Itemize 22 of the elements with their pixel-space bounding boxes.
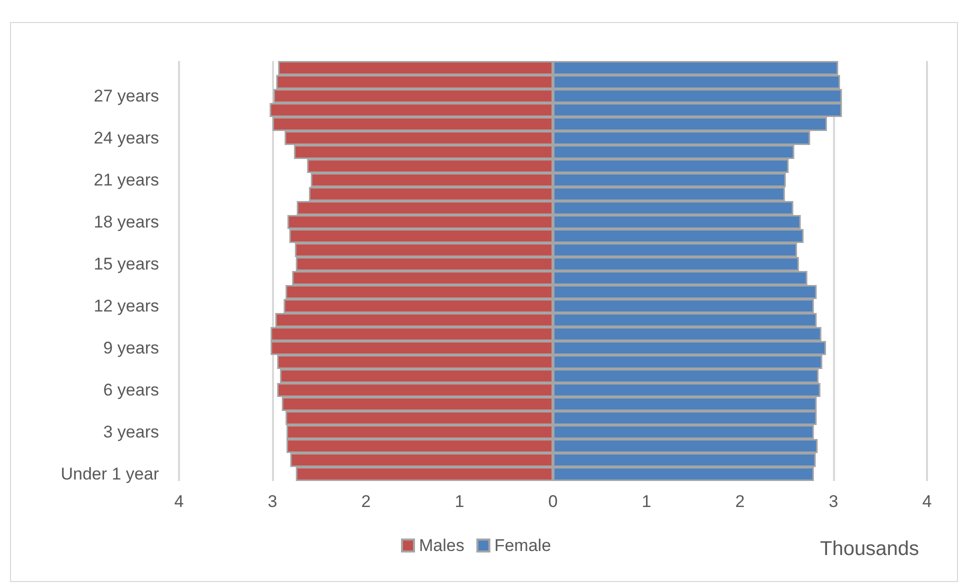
y-tick-label: 24 years: [94, 128, 159, 148]
y-tick-label: 27 years: [94, 86, 159, 106]
y-tick-label: 9 years: [103, 338, 159, 358]
x-tick-label: 3: [268, 492, 278, 511]
y-tick-label: 21 years: [94, 170, 159, 190]
x-tick-label: 2: [361, 492, 371, 511]
x-tick-label: 4: [174, 492, 184, 511]
y-tick-label: Under 1 year: [60, 464, 160, 484]
y-tick-label: 6 years: [103, 380, 159, 400]
x-tick-label: 3: [828, 492, 838, 511]
y-tick-label: 15 years: [94, 254, 159, 274]
y-tick-label: 12 years: [94, 296, 159, 316]
x-axis-title: Thousands: [820, 538, 920, 560]
x-tick-label: 1: [642, 492, 652, 511]
legend-label: Female: [494, 536, 552, 555]
x-tick-label: 4: [922, 492, 932, 511]
x-tick-label: 1: [454, 492, 464, 511]
x-tick-label: 0: [548, 492, 558, 511]
x-tick-label: 2: [735, 492, 745, 511]
y-tick-label: 18 years: [94, 212, 159, 232]
y-tick-label: 3 years: [103, 422, 159, 442]
legend-label: Males: [419, 536, 464, 555]
